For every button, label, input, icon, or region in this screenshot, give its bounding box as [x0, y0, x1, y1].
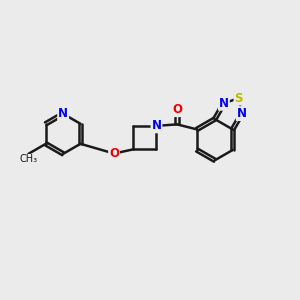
Text: CH₃: CH₃: [20, 154, 38, 164]
Text: S: S: [235, 92, 243, 105]
Text: N: N: [152, 119, 161, 132]
Text: N: N: [58, 107, 68, 120]
Text: N: N: [237, 107, 247, 120]
Text: N: N: [219, 97, 229, 110]
Text: O: O: [172, 103, 182, 116]
Text: O: O: [109, 147, 119, 160]
